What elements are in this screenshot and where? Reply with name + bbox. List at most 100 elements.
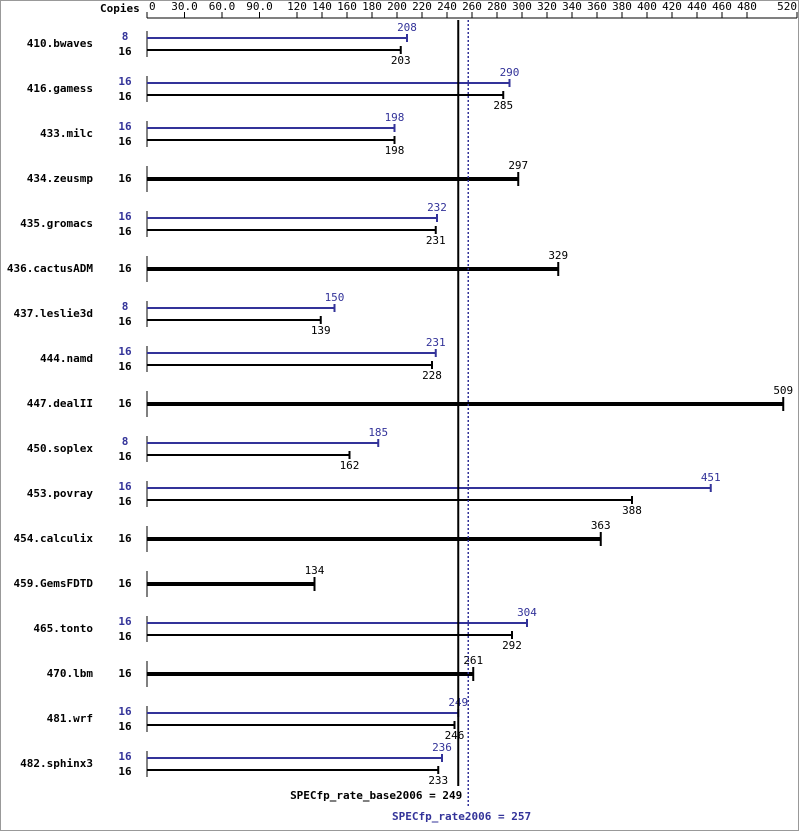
x-tick-label: 360 bbox=[587, 0, 607, 13]
value-label: 509 bbox=[773, 384, 793, 397]
x-tick-label: 240 bbox=[437, 0, 457, 13]
x-tick-label: 120 bbox=[287, 0, 307, 13]
base-value-label: 292 bbox=[502, 639, 522, 652]
x-tick-label: 160 bbox=[337, 0, 357, 13]
benchmark-name: 481.wrf bbox=[47, 712, 93, 725]
x-tick-label: 280 bbox=[487, 0, 507, 13]
peak-copies: 16 bbox=[118, 615, 132, 628]
value-label: 363 bbox=[591, 519, 611, 532]
reference-label: SPECfp_rate2006 = 257 bbox=[392, 810, 531, 823]
benchmark-name: 437.leslie3d bbox=[14, 307, 93, 320]
benchmark-name: 450.soplex bbox=[27, 442, 94, 455]
benchmark-name: 470.lbm bbox=[47, 667, 94, 680]
peak-value-label: 208 bbox=[397, 21, 417, 34]
base-value-label: 228 bbox=[422, 369, 442, 382]
peak-copies: 16 bbox=[118, 210, 132, 223]
benchmark-name: 447.dealII bbox=[27, 397, 93, 410]
peak-copies: 16 bbox=[118, 705, 132, 718]
benchmark-name: 435.gromacs bbox=[20, 217, 93, 230]
benchmark-name: 436.cactusADM bbox=[7, 262, 93, 275]
x-tick-label: 520 bbox=[777, 0, 797, 13]
x-tick-label: 340 bbox=[562, 0, 582, 13]
base-value-label: 203 bbox=[391, 54, 411, 67]
base-value-label: 233 bbox=[428, 774, 448, 787]
base-copies: 16 bbox=[118, 90, 132, 103]
peak-copies: 16 bbox=[118, 480, 132, 493]
value-label: 329 bbox=[548, 249, 568, 262]
peak-value-label: 304 bbox=[517, 606, 537, 619]
base-value-label: 162 bbox=[340, 459, 360, 472]
peak-value-label: 231 bbox=[426, 336, 446, 349]
x-tick-label: 320 bbox=[537, 0, 557, 13]
x-tick-label: 440 bbox=[687, 0, 707, 13]
benchmark-name: 459.GemsFDTD bbox=[14, 577, 94, 590]
reference-label: SPECfp_rate_base2006 = 249 bbox=[290, 789, 462, 802]
peak-value-label: 150 bbox=[325, 291, 345, 304]
peak-copies: 16 bbox=[118, 120, 132, 133]
peak-value-label: 451 bbox=[701, 471, 721, 484]
copies: 16 bbox=[118, 577, 132, 590]
x-tick-label: 30.0 bbox=[171, 0, 198, 13]
copies: 16 bbox=[118, 667, 132, 680]
base-value-label: 231 bbox=[426, 234, 446, 247]
x-tick-label: 0 bbox=[149, 0, 156, 13]
base-value-label: 139 bbox=[311, 324, 331, 337]
base-copies: 16 bbox=[118, 450, 132, 463]
peak-copies: 16 bbox=[118, 75, 132, 88]
copies: 16 bbox=[118, 532, 132, 545]
base-copies: 16 bbox=[118, 630, 132, 643]
x-tick-label: 200 bbox=[387, 0, 407, 13]
peak-copies: 8 bbox=[122, 300, 129, 313]
benchmark-name: 410.bwaves bbox=[27, 37, 93, 50]
benchmark-name: 465.tonto bbox=[33, 622, 93, 635]
peak-value-label: 236 bbox=[432, 741, 452, 754]
x-tick-label: 220 bbox=[412, 0, 432, 13]
benchmark-name: 453.povray bbox=[27, 487, 94, 500]
base-copies: 16 bbox=[118, 720, 132, 733]
x-tick-label: 300 bbox=[512, 0, 532, 13]
peak-copies: 16 bbox=[118, 345, 132, 358]
value-label: 261 bbox=[463, 654, 483, 667]
benchmark-name: 433.milc bbox=[40, 127, 93, 140]
copies: 16 bbox=[118, 262, 132, 275]
base-value-label: 388 bbox=[622, 504, 642, 517]
copies: 16 bbox=[118, 172, 132, 185]
x-tick-label: 140 bbox=[312, 0, 332, 13]
base-copies: 16 bbox=[118, 765, 132, 778]
benchmark-name: 434.zeusmp bbox=[27, 172, 94, 185]
base-copies: 16 bbox=[118, 495, 132, 508]
benchmark-name: 454.calculix bbox=[14, 532, 94, 545]
peak-value-label: 185 bbox=[368, 426, 388, 439]
peak-value-label: 290 bbox=[500, 66, 520, 79]
benchmark-name: 416.gamess bbox=[27, 82, 93, 95]
benchmark-name: 444.namd bbox=[40, 352, 93, 365]
x-tick-label: 60.0 bbox=[209, 0, 236, 13]
copies: 16 bbox=[118, 397, 132, 410]
x-tick-label: 260 bbox=[462, 0, 482, 13]
base-copies: 16 bbox=[118, 360, 132, 373]
base-value-label: 285 bbox=[493, 99, 513, 112]
copies-header: Copies bbox=[100, 2, 140, 15]
value-label: 297 bbox=[508, 159, 528, 172]
peak-value-label: 198 bbox=[385, 111, 405, 124]
base-value-label: 198 bbox=[385, 144, 405, 157]
peak-copies: 8 bbox=[122, 435, 129, 448]
base-copies: 16 bbox=[118, 315, 132, 328]
peak-copies: 16 bbox=[118, 750, 132, 763]
x-tick-label: 180 bbox=[362, 0, 382, 13]
base-copies: 16 bbox=[118, 45, 132, 58]
x-tick-label: 420 bbox=[662, 0, 682, 13]
x-tick-label: 90.0 bbox=[246, 0, 273, 13]
peak-value-label: 232 bbox=[427, 201, 447, 214]
value-label: 134 bbox=[305, 564, 325, 577]
benchmark-name: 482.sphinx3 bbox=[20, 757, 93, 770]
x-tick-label: 380 bbox=[612, 0, 632, 13]
x-tick-label: 480 bbox=[737, 0, 757, 13]
x-tick-label: 400 bbox=[637, 0, 657, 13]
x-tick-label: 460 bbox=[712, 0, 732, 13]
base-copies: 16 bbox=[118, 225, 132, 238]
peak-copies: 8 bbox=[122, 30, 129, 43]
base-value-label: 246 bbox=[445, 729, 465, 742]
